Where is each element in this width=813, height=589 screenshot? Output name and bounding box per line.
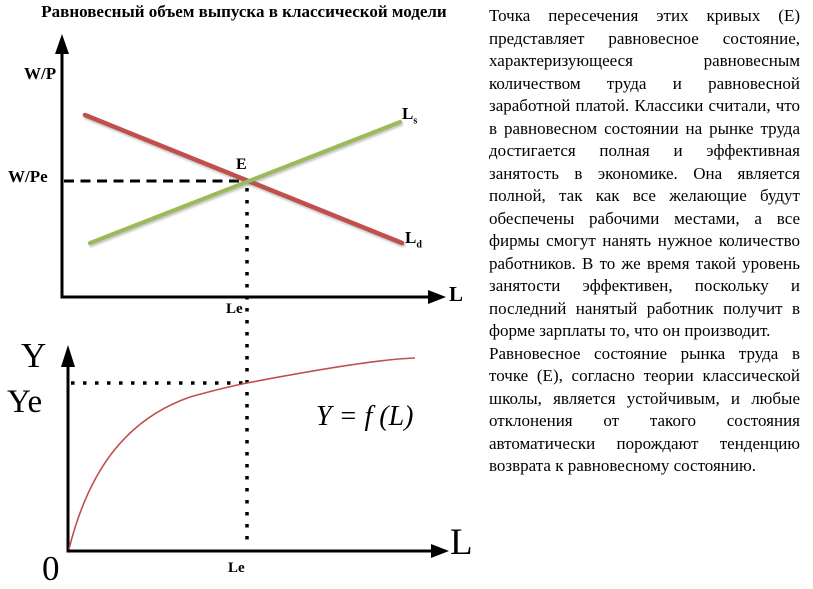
origin-label: 0 [42, 549, 60, 588]
equilibrium-output-label: Ye [7, 384, 43, 420]
figure-title: Равновесный объем выпуска в классической… [41, 2, 447, 21]
output-x-axis-arrow-icon [431, 544, 449, 558]
labor-x-axis-label: L [449, 282, 464, 306]
labor-market-and-production-figure [55, 34, 449, 558]
labor-market-chart [55, 34, 446, 547]
output-y-axis-label: Y [21, 336, 47, 375]
labor-supply-label: Ls [402, 104, 418, 127]
equilibrium-point-label: E [236, 156, 247, 173]
production-function-curve [68, 357, 416, 550]
labor-x-axis-arrow-icon [428, 290, 446, 304]
labor-demand-line [82, 112, 405, 246]
explanation-paragraph-1: Точка пересечения этих кривых (Е) предст… [489, 6, 800, 340]
labor-y-axis-arrow-icon [55, 34, 69, 54]
output-x-axis-label: L [450, 522, 473, 563]
equilibrium-labor-label-top: Le [226, 301, 243, 317]
labor-demand-label: Ld [405, 228, 422, 251]
production-function-chart [61, 345, 449, 558]
output-y-axis-arrow-icon [61, 345, 75, 367]
equilibrium-wage-label: W/Pe [8, 167, 48, 186]
explanation-text: Точка пересечения этих кривых (Е) предст… [489, 5, 800, 478]
equilibrium-labor-label-bottom: Le [228, 560, 245, 576]
explanation-paragraph-2: Равновесное состояние рынка труда в точк… [489, 343, 800, 476]
labor-supply-line [88, 120, 402, 245]
labor-y-axis-label: W/P [24, 64, 57, 83]
production-function-formula: Y = f (L) [316, 401, 414, 432]
